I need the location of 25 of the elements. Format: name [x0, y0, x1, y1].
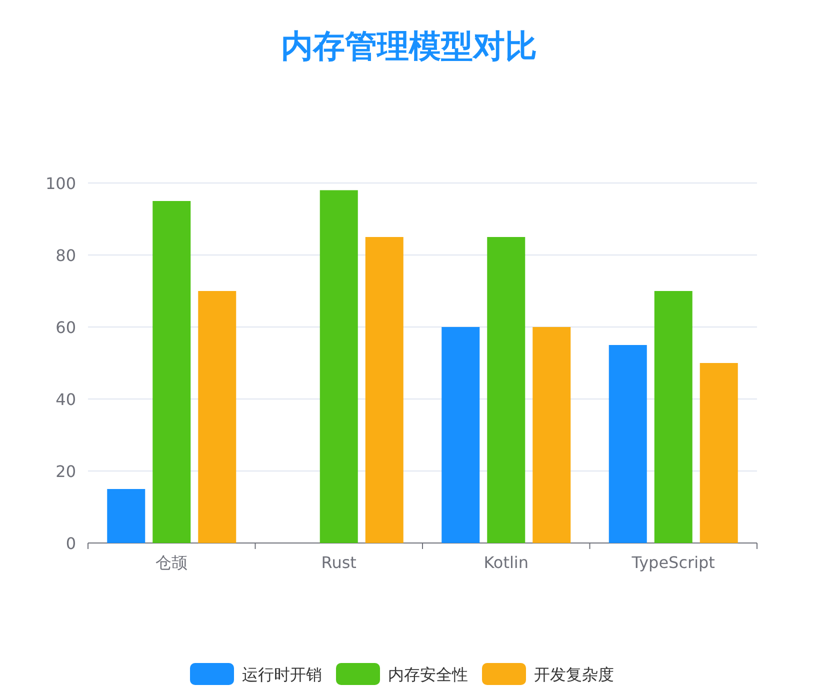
bar [152, 201, 191, 543]
x-tick-label: Kotlin [484, 553, 529, 572]
x-tick-label: TypeScript [630, 553, 715, 572]
bar [320, 190, 358, 543]
bar [487, 237, 526, 543]
bar [198, 291, 236, 543]
legend-label: 运行时开销 [242, 665, 322, 684]
bar [654, 291, 692, 543]
legend-label: 开发复杂度 [534, 665, 614, 684]
x-tick-label: 仓颉 [156, 553, 188, 572]
bar [532, 327, 571, 543]
x-tick-label: Rust [321, 553, 356, 572]
y-tick-label: 0 [66, 534, 76, 553]
chart-title: 内存管理模型对比 [281, 27, 537, 65]
bar [107, 489, 146, 543]
y-tick-label: 40 [56, 390, 76, 409]
bar [700, 363, 738, 543]
legend-label: 内存安全性 [388, 665, 468, 684]
bar [442, 327, 480, 543]
y-tick-label: 20 [56, 462, 76, 481]
y-tick-label: 80 [56, 246, 76, 265]
bar [365, 237, 404, 543]
bar [608, 345, 647, 543]
y-tick-label: 100 [45, 174, 76, 193]
y-tick-label: 60 [56, 318, 76, 337]
